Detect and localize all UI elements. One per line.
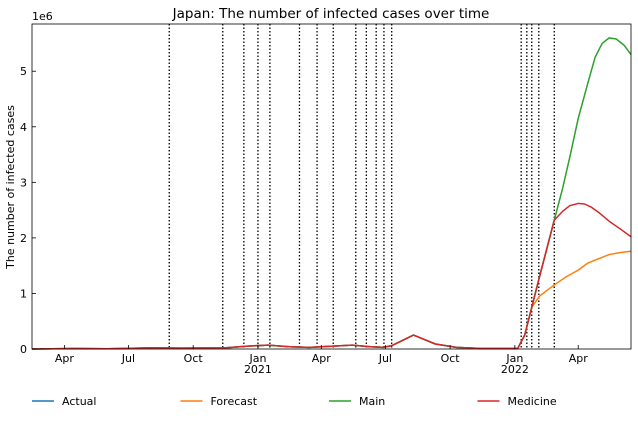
y-tick-label: 1 <box>20 287 27 300</box>
y-tick-label: 3 <box>20 176 27 189</box>
x-tick-label: Oct <box>184 352 204 365</box>
legend-label-forecast: Forecast <box>211 395 258 408</box>
x-tick-label: Jan <box>505 352 523 365</box>
x-tick-label: Apr <box>55 352 75 365</box>
x-tick-label: Jul <box>121 352 135 365</box>
x-tick-label: Oct <box>441 352 461 365</box>
chart-title: Japan: The number of infected cases over… <box>172 6 490 22</box>
series-line-forecast <box>531 250 632 308</box>
event-lines <box>168 24 555 349</box>
x-tick-year-label: 2021 <box>244 363 272 376</box>
x-tick-label: Apr <box>569 352 589 365</box>
legend-label-medicine: Medicine <box>508 395 557 408</box>
legend-label-main: Main <box>359 395 385 408</box>
y-tick-label: 5 <box>20 65 27 78</box>
y-axis-label: The number of infected cases <box>4 105 17 270</box>
plot-frame <box>31 23 632 350</box>
series-lines <box>31 37 632 350</box>
x-tick-label: Apr <box>312 352 332 365</box>
y-tick-label: 0 <box>20 343 27 356</box>
series-line-main <box>31 37 632 350</box>
x-tick-year-label: 2022 <box>501 363 529 376</box>
x-tick-label: Jan <box>248 352 266 365</box>
legend: Actual Forecast Main Medicine <box>32 395 557 408</box>
y-axis-ticks: 0 1 2 3 4 5 <box>20 65 36 356</box>
series-line-actual <box>31 219 556 350</box>
y-tick-label: 2 <box>20 232 27 245</box>
y-offset-text: 1e6 <box>32 10 53 23</box>
series-line-medicine <box>31 202 632 350</box>
x-tick-label: Jul <box>378 352 392 365</box>
legend-label-actual: Actual <box>62 395 96 408</box>
y-tick-label: 4 <box>20 121 27 134</box>
